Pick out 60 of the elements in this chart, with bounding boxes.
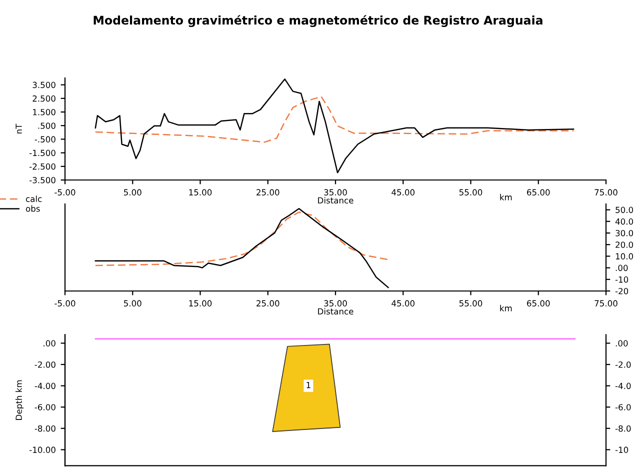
y-tick-label: .00 — [44, 340, 56, 346]
y2-tick-label: 30.0 — [616, 230, 634, 236]
y2-tick-label: 40.0 — [615, 218, 634, 225]
x-tick-label: 25.00 — [256, 300, 280, 306]
y-tick-label: -8.00 — [34, 425, 56, 432]
y2-tick-label: -20 — [615, 288, 628, 294]
x-tick-label: 45.00 — [392, 300, 414, 306]
y-axis-title: nT — [16, 124, 22, 134]
y2-tick-label: 10.0 — [616, 253, 634, 260]
x-tick-label: 25.00 — [256, 189, 280, 196]
y2-tick-label: 50.0 — [616, 206, 634, 214]
line-series — [94, 96, 574, 143]
line-series — [94, 208, 389, 288]
annotation: 1 — [306, 382, 310, 388]
y-tick-label: 3.500 — [32, 82, 56, 88]
x-tick-label: -5.00 — [54, 300, 76, 306]
x-tick-label: 15.00 — [189, 300, 212, 306]
y2-tick-label: -4.0 — [615, 382, 631, 390]
line-series — [94, 78, 574, 174]
y2-tick-label: -10 — [615, 276, 628, 283]
x-tick-label: 35.00 — [324, 300, 347, 306]
x-tick-label: 65.00 — [527, 189, 550, 196]
chart-title: Modelamento gravimétrico e magnetométrico de Registro Araguaia — [94, 15, 542, 28]
y-tick-label: -.500 — [34, 136, 56, 142]
y-axis-title: Depth km — [15, 380, 24, 420]
x-axis-title: Distance — [318, 197, 354, 204]
y-tick-label: -6.00 — [34, 404, 56, 410]
legend-label: calc — [26, 196, 42, 202]
y2-tick-label: -6.0 — [615, 404, 631, 410]
x-tick-label: 15.00 — [189, 189, 212, 196]
x-tick-label: 45.00 — [392, 189, 414, 196]
y2-tick-label: .00 — [616, 340, 628, 346]
x-tick-label: 65.00 — [527, 300, 550, 306]
y-tick-label: -4.00 — [34, 382, 56, 390]
y-tick-label: -2.500 — [30, 163, 56, 170]
line-series — [94, 211, 389, 266]
y2-tick-label: -2.0 — [615, 361, 631, 368]
x-tick-label: 5.00 — [124, 189, 142, 196]
legend-label: obs — [26, 205, 40, 212]
y2-tick-label: -10 — [615, 446, 628, 453]
x-tick-label: 55.00 — [459, 300, 482, 306]
y-tick-label: -1.500 — [30, 150, 56, 156]
x-tick-label: -5.00 — [54, 189, 76, 196]
text: km — [500, 304, 512, 312]
y-tick-label: -3.500 — [30, 176, 56, 184]
x-tick-label: 75.00 — [594, 300, 618, 306]
y-tick-label: 2.500 — [32, 95, 56, 102]
y2-tick-label: .00 — [616, 264, 628, 272]
text: km — [500, 194, 512, 200]
x-tick-label: 5.00 — [124, 300, 142, 306]
y2-tick-label: 20.0 — [616, 242, 634, 248]
y-tick-label: -10.00 — [30, 446, 56, 453]
x-tick-label: 75.00 — [594, 189, 618, 196]
x-axis-title: Distance — [318, 308, 354, 315]
y-tick-label: .500 — [38, 122, 56, 129]
y-tick-label: -2.00 — [34, 361, 56, 368]
y-tick-label: 1.500 — [33, 108, 56, 116]
x-tick-label: 55.00 — [459, 189, 482, 196]
x-tick-label: 35.00 — [324, 189, 347, 196]
y2-tick-label: -8.0 — [615, 425, 631, 432]
